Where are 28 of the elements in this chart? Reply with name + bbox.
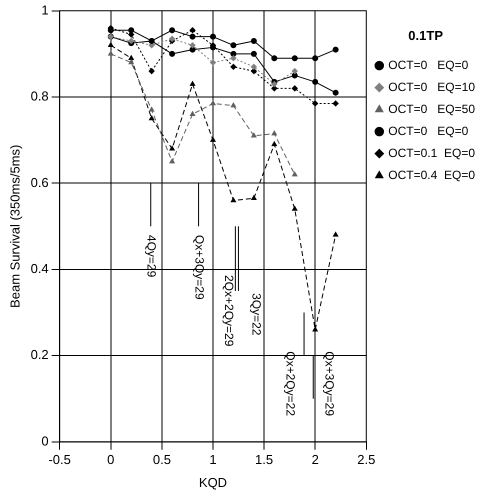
x-tick-label: 0: [107, 452, 114, 468]
annotation: 3Qy=22: [250, 293, 264, 336]
x-tick-label: -0.5: [48, 452, 71, 468]
annotation: 2Qx+2Qy=29: [222, 275, 236, 347]
legend-label: OCT=0.1 EQ=0: [388, 146, 476, 160]
x-tick-label: 1.5: [255, 452, 274, 468]
legend-title: 0.1TP: [408, 28, 444, 44]
y-tick-label: 0.2: [30, 347, 49, 362]
x-tick-label: 2.5: [357, 452, 376, 468]
x-axis-title: KQD: [198, 474, 228, 490]
y-tick-label: 0.6: [30, 174, 49, 190]
y-tick-label: 0.4: [30, 260, 49, 276]
legend-label: OCT=0 EQ=10: [388, 80, 476, 94]
y-tick-label: 1: [41, 2, 49, 18]
y-axis-title: Beam Survival (350ms/5ms): [7, 144, 22, 308]
x-tick-label: 1: [209, 452, 217, 468]
annotation: Qx+3Qy=29: [322, 351, 336, 416]
annotation: 4Qy=29: [144, 234, 158, 278]
annotation: Qx+3Qy=29: [192, 234, 206, 300]
y-tick-label: 0.8: [30, 88, 49, 104]
legend-label: OCT=0 EQ=0: [388, 124, 469, 138]
y-tick-label: 0: [41, 433, 49, 448]
annotation: Qx+2Qy=22: [283, 351, 298, 416]
x-tick-label: 2: [312, 452, 319, 468]
x-tick-label: 0.5: [152, 452, 171, 468]
legend-label: OCT=0 EQ=0: [388, 58, 469, 72]
legend-label: OCT=0.4 EQ=0: [388, 168, 476, 182]
legend-label: OCT=0 EQ=50: [388, 102, 476, 116]
